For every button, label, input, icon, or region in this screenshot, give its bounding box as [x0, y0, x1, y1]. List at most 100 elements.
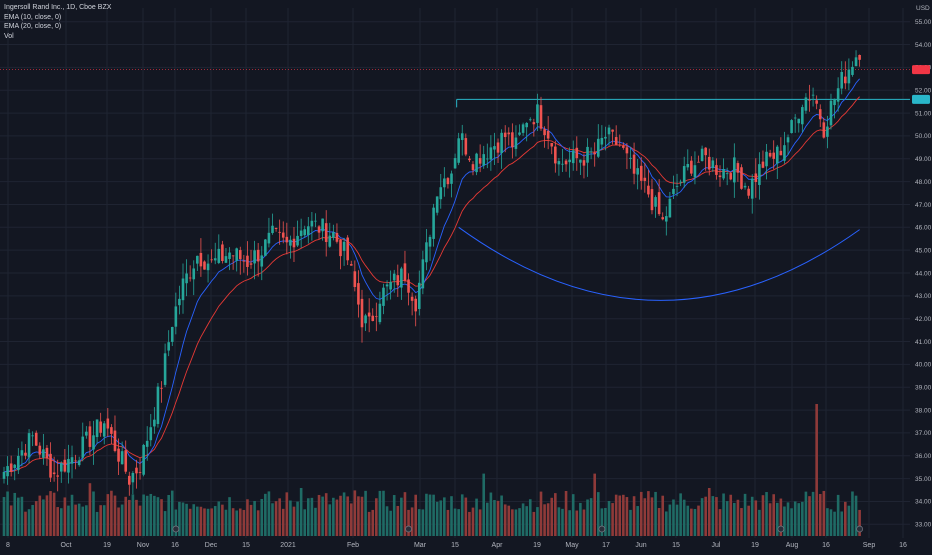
- candle: [142, 443, 145, 477]
- candle: [34, 430, 38, 447]
- candle: [729, 171, 733, 181]
- volume-bar: [768, 503, 772, 536]
- candle: [224, 247, 228, 263]
- candle-body: [24, 452, 27, 456]
- candle-body: [224, 256, 228, 263]
- candle-body: [421, 259, 425, 289]
- candle: [102, 420, 106, 445]
- candle: [525, 122, 528, 142]
- candle-body: [743, 185, 747, 188]
- volume-bar: [199, 506, 203, 536]
- candle: [360, 289, 364, 343]
- volume-bar: [106, 494, 110, 536]
- volume-bar: [682, 499, 686, 536]
- candle: [45, 445, 49, 466]
- volume-bar: [722, 493, 725, 536]
- volume-bar: [289, 500, 292, 536]
- candle-body: [321, 218, 324, 232]
- candle: [196, 255, 199, 271]
- candle: [496, 138, 500, 164]
- volume-bar: [539, 491, 543, 536]
- candle-body: [210, 259, 213, 261]
- volume-bar: [235, 510, 238, 536]
- candle: [754, 158, 758, 198]
- volume-bar: [758, 509, 761, 536]
- candle-body: [854, 57, 858, 67]
- candle: [17, 448, 20, 474]
- candle-body: [110, 427, 113, 434]
- candle: [289, 235, 292, 259]
- volume-bar: [149, 493, 153, 536]
- candle: [321, 218, 324, 241]
- volume-bar: [95, 511, 99, 536]
- volume-bar: [13, 492, 17, 536]
- candle: [643, 162, 647, 193]
- volume-bar: [299, 488, 303, 536]
- volume-bar: [761, 495, 765, 536]
- candle-body: [715, 165, 718, 175]
- candle-body: [761, 161, 765, 168]
- volume-bar: [471, 507, 475, 536]
- volume-bar: [421, 509, 425, 536]
- rounding-bottom-curve: [458, 226, 860, 301]
- candle-body: [135, 467, 138, 474]
- candle: [167, 330, 170, 357]
- candle: [568, 147, 571, 178]
- legend-symbol[interactable]: Ingersoll Rand Inc., 1D, Cboe BZX: [4, 4, 112, 11]
- legend-vol[interactable]: Vol: [4, 32, 14, 40]
- volume-bar: [2, 497, 6, 536]
- volume-bar: [310, 497, 314, 536]
- candle-body: [332, 232, 335, 238]
- candle-body: [217, 248, 221, 263]
- x-tick-label: 15: [672, 542, 680, 549]
- candle: [24, 444, 27, 460]
- candle-body: [826, 126, 829, 137]
- candle: [536, 93, 539, 131]
- candle-body: [271, 225, 274, 234]
- candle-body: [457, 138, 460, 163]
- legend-ema10[interactable]: EMA (10, close, 0): [4, 13, 62, 21]
- volume-bar: [117, 507, 120, 536]
- candle-body: [579, 159, 582, 163]
- candle: [586, 138, 589, 177]
- volume-bar: [829, 509, 833, 536]
- volume-bar: [815, 404, 818, 536]
- candle: [170, 326, 174, 347]
- candle-body: [353, 271, 357, 287]
- volume-bar: [346, 496, 349, 536]
- y-tick-label: 40.00: [915, 362, 932, 369]
- volume-bar: [174, 509, 178, 536]
- y-tick-label: 39.00: [915, 385, 932, 392]
- volume-bar: [135, 499, 138, 536]
- x-tick-label: Sep: [863, 542, 876, 549]
- candle: [750, 174, 754, 214]
- volume-bar: [307, 498, 310, 536]
- candle-body: [518, 132, 521, 135]
- candle-body: [489, 147, 493, 160]
- candle: [564, 158, 568, 172]
- legend-ema20[interactable]: EMA (20, close, 0): [4, 23, 62, 30]
- volume-bar: [228, 497, 231, 536]
- candle-body: [260, 255, 264, 267]
- candle-body: [654, 197, 657, 207]
- x-tick-label: 2021: [280, 542, 296, 549]
- candle: [435, 196, 439, 216]
- volume-bar: [213, 506, 217, 536]
- x-tick-label: Dec: [205, 542, 218, 549]
- x-tick-label: May: [565, 542, 579, 549]
- candle-body: [88, 426, 92, 447]
- candle-body: [371, 315, 375, 322]
- candle-body: [729, 173, 733, 180]
- volume-bar: [511, 509, 514, 536]
- candle: [682, 156, 686, 188]
- candle: [349, 260, 353, 266]
- candle: [299, 218, 303, 248]
- candle-body: [532, 122, 536, 125]
- volume-bar: [385, 506, 389, 536]
- candle: [793, 114, 797, 133]
- candle: [725, 167, 729, 186]
- volume-bar: [493, 500, 496, 536]
- candle: [203, 260, 206, 270]
